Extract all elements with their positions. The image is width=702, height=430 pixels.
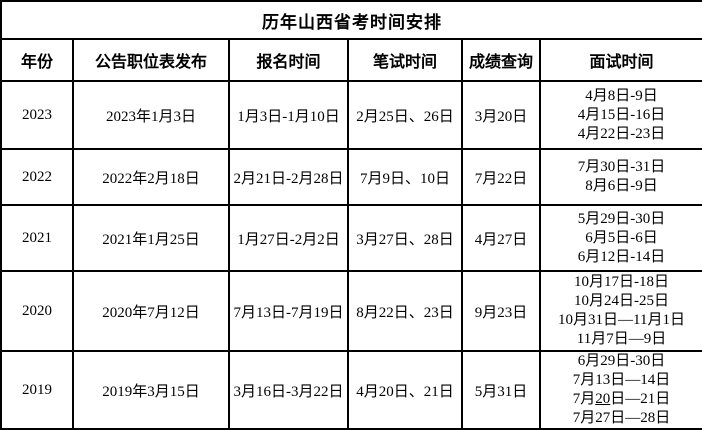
written-cell: 3月27日、28日 xyxy=(347,204,463,272)
score-cell: 4月27日 xyxy=(461,204,541,272)
underlined-date: 20 xyxy=(595,391,611,407)
interview-cell: 5月29日-30日 6月5日-6日 6月12日-14日 xyxy=(539,204,702,272)
register-cell: 3月16日-3月22日 xyxy=(228,350,349,430)
interview-line: 10月17日-18日 xyxy=(574,274,669,290)
header-score: 成绩查询 xyxy=(461,38,541,82)
score-cell: 7月22日 xyxy=(461,148,541,206)
announce-cell: 2020年7月12日 xyxy=(72,270,230,352)
register-cell: 2月21日-2月28日 xyxy=(228,148,349,206)
year-cell: 2019 xyxy=(0,350,74,430)
interview-cell: 4月8日-9日 4月15日-16日 4月22日-23日 xyxy=(539,80,702,150)
interview-cell: 7月30日-31日 8月6日-9日 xyxy=(539,148,702,206)
header-year: 年份 xyxy=(0,38,74,82)
interview-line: 6月12日-14日 xyxy=(577,248,666,265)
interview-cell: 6月29日-30日 7月13日—14日 7月20日—21日 7月27日—28日 xyxy=(539,350,702,430)
interview-line: 8月6日-9日 xyxy=(585,178,658,194)
register-cell: 7月13日-7月19日 xyxy=(228,270,349,352)
year-cell: 2023 xyxy=(0,80,74,150)
score-cell: 5月31日 xyxy=(461,350,541,430)
announce-cell: 2022年2月18日 xyxy=(72,148,230,206)
interview-line: 4月15日-16日 xyxy=(577,106,666,123)
interview-line: 7月20日—21日 xyxy=(572,391,671,407)
written-cell: 7月9日、10日 xyxy=(347,148,463,206)
interview-line: 4月22日-23日 xyxy=(577,125,666,142)
year-cell: 2021 xyxy=(0,204,74,272)
register-cell: 1月27日-2月2日 xyxy=(228,204,349,272)
interview-line: 6月5日-6日 xyxy=(585,229,658,246)
table-row: 2023 2023年1月3日 1月3日-1月10日 2月25日、26日 3月20… xyxy=(0,80,702,150)
score-cell: 3月20日 xyxy=(461,80,541,150)
announce-cell: 2021年1月25日 xyxy=(72,204,230,272)
announce-cell: 2023年1月3日 xyxy=(72,80,230,150)
interview-line: 7月27日—28日 xyxy=(572,410,671,426)
table-title-row: 历年山西省考时间安排 xyxy=(0,0,702,40)
table-row: 2021 2021年1月25日 1月27日-2月2日 3月27日、28日 4月2… xyxy=(0,204,702,272)
table-title: 历年山西省考时间安排 xyxy=(0,0,702,40)
table-row: 2020 2020年7月12日 7月13日-7月19日 8月22日、23日 9月… xyxy=(0,270,702,352)
header-register: 报名时间 xyxy=(228,38,349,82)
header-written: 笔试时间 xyxy=(347,38,463,82)
written-cell: 8月22日、23日 xyxy=(347,270,463,352)
written-cell: 2月25日、26日 xyxy=(347,80,463,150)
interview-line: 5月29日-30日 xyxy=(577,210,666,227)
interview-cell: 10月17日-18日 10月24日-25日 10月31日—11月1日 11月7日… xyxy=(539,270,702,352)
written-cell: 4月20日、21日 xyxy=(347,350,463,430)
register-cell: 1月3日-1月10日 xyxy=(228,80,349,150)
interview-line: 4月8日-9日 xyxy=(585,87,658,104)
header-announce: 公告职位表发布 xyxy=(72,38,230,82)
table-row: 2019 2019年3月15日 3月16日-3月22日 4月20日、21日 5月… xyxy=(0,350,702,430)
year-cell: 2022 xyxy=(0,148,74,206)
table-header-row: 年份 公告职位表发布 报名时间 笔试时间 成绩查询 面试时间 xyxy=(0,38,702,82)
interview-line: 11月7日—9日 xyxy=(576,331,667,347)
table-row: 2022 2022年2月18日 2月21日-2月28日 7月9日、10日 7月2… xyxy=(0,148,702,206)
interview-line: 7月30日-31日 xyxy=(577,159,666,175)
announce-cell: 2019年3月15日 xyxy=(72,350,230,430)
score-cell: 9月23日 xyxy=(461,270,541,352)
interview-line: 6月29日-30日 xyxy=(577,353,666,369)
header-interview: 面试时间 xyxy=(539,38,702,82)
interview-line: 10月24日-25日 xyxy=(574,293,669,309)
interview-line: 7月13日—14日 xyxy=(572,372,671,388)
interview-line: 10月31日—11月1日 xyxy=(558,312,685,328)
year-cell: 2020 xyxy=(0,270,74,352)
